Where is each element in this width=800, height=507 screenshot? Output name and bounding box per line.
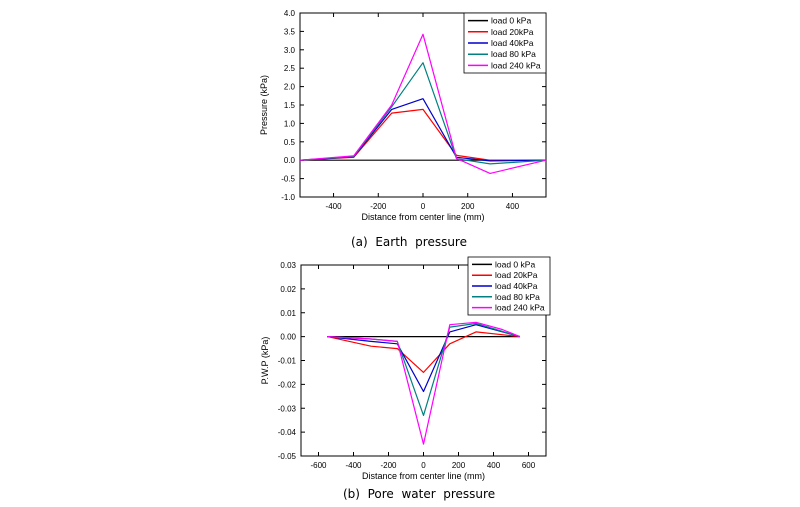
legend-label: load 80 kPa xyxy=(495,292,540,302)
x-tick-label: 200 xyxy=(461,202,475,211)
y-tick-label: 3.5 xyxy=(284,27,296,36)
legend-label: load 80 kPa xyxy=(491,49,536,59)
x-tick-label: 200 xyxy=(452,461,466,470)
y-tick-label: 0.03 xyxy=(280,261,296,270)
x-tick-label: 0 xyxy=(421,202,426,211)
series-line-2 xyxy=(299,108,546,161)
y-tick-label: 0.0 xyxy=(284,156,296,165)
legend-label: load 0 kPa xyxy=(495,259,535,269)
y-tick-label: -0.04 xyxy=(278,428,297,437)
y-tick-label: 3.0 xyxy=(284,46,296,55)
series-line-3 xyxy=(327,324,520,393)
x-tick-label: -200 xyxy=(380,461,397,470)
legend-label: load 240 kPa xyxy=(491,60,541,70)
y-tick-label: 1.0 xyxy=(284,119,296,128)
series-line-4 xyxy=(327,322,520,416)
y-tick-label: -1.0 xyxy=(281,193,295,202)
x-tick-label: -400 xyxy=(345,461,362,470)
legend-box xyxy=(463,12,547,74)
x-tick-label: -200 xyxy=(370,202,387,211)
y-tick-label: 2.5 xyxy=(284,64,296,73)
legend-label: load 0 kPa xyxy=(491,16,531,26)
y-axis-label: Pressure (kPa) xyxy=(259,75,269,135)
y-tick-label: 1.5 xyxy=(284,101,296,110)
y-tick-label: 0.02 xyxy=(280,285,296,294)
x-tick-label: 0 xyxy=(421,461,426,470)
x-tick-label: 400 xyxy=(487,461,501,470)
x-tick-label: 600 xyxy=(522,461,536,470)
x-tick-label: -400 xyxy=(326,202,343,211)
legend-label: load 40kPa xyxy=(491,38,534,48)
legend-label: load 40kPa xyxy=(495,281,538,291)
series-line-2 xyxy=(327,331,520,373)
legend-label: load 240 kPa xyxy=(495,303,545,313)
caption-earth-pressure: (a) Earth pressure xyxy=(351,235,467,249)
x-tick-label: -600 xyxy=(310,461,327,470)
series-line-5 xyxy=(299,33,547,174)
y-tick-label: 4.0 xyxy=(284,9,296,18)
y-tick-label: 0.5 xyxy=(284,138,296,147)
legend-label: load 20kPa xyxy=(491,27,534,37)
chart-1: -400 -200 0 200 400 -1.0 -0.5 0.0 0.5 1.0 1.5 2.0 2.… xyxy=(259,9,547,222)
y-tick-label: 0.01 xyxy=(280,309,296,318)
x-axis-label: Distance from center line (mm) xyxy=(361,212,484,222)
legend-label: load 20kPa xyxy=(495,270,538,280)
caption-pore-water-pressure: (b) Pore water pressure xyxy=(343,487,496,501)
y-tick-label: -0.01 xyxy=(278,357,297,366)
chart-2: -600 -400 -200 0 200 400 600 -0.05 -0.04 -0.03 -0.… xyxy=(260,256,551,481)
y-tick-label: 2.0 xyxy=(284,83,296,92)
y-tick-label: -0.03 xyxy=(278,404,297,413)
y-axis-label: P.W.P (kPa) xyxy=(260,337,270,385)
x-tick-label: 400 xyxy=(506,202,520,211)
series-line-5 xyxy=(327,321,521,445)
y-tick-label: -0.05 xyxy=(278,452,297,461)
y-tick-label: 0.00 xyxy=(280,333,296,342)
series-line-4 xyxy=(299,62,547,165)
y-tick-label: -0.5 xyxy=(281,175,295,184)
x-axis-label: Distance from center line (mm) xyxy=(362,471,485,481)
series-line-3 xyxy=(299,98,547,162)
y-tick-label: -0.02 xyxy=(278,380,297,389)
